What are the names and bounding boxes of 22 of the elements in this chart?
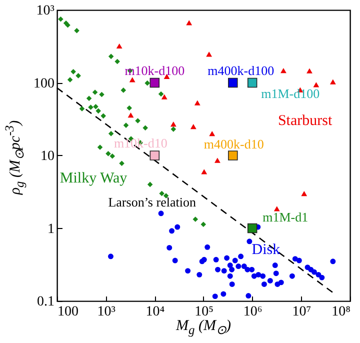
- series-label: m10k-d100: [124, 62, 185, 78]
- series-label: Milky Way: [60, 170, 128, 186]
- x-tick-label: 10⁷: [292, 304, 312, 320]
- series-label: m1M-d1: [262, 209, 308, 224]
- x-tick-label: 10⁸: [332, 304, 351, 320]
- x-axis-title: M$_{g}$ (M$_{⊙}$): [174, 318, 232, 338]
- series-label: Larson’s relation: [108, 194, 196, 210]
- series-label: Starburst: [278, 112, 333, 129]
- series-label: m1M-d100: [261, 86, 320, 101]
- series-label: m400k-d100: [208, 62, 274, 78]
- x-tick-label: 10⁶: [243, 304, 262, 320]
- x-tick-label: 10⁴: [146, 304, 165, 320]
- series-label: Disk: [252, 242, 281, 258]
- y-tick-label: 0.1: [37, 294, 54, 310]
- y-tick-label: 10: [40, 149, 54, 164]
- x-tick-label: 10³: [97, 304, 116, 320]
- x-tick-label: 10⁵: [194, 304, 214, 320]
- y-tick-label: 100: [34, 76, 54, 92]
- y-tick-label: 1: [48, 222, 54, 237]
- x-tick-label: 100: [58, 304, 78, 320]
- series-label: m400k-d10: [204, 136, 264, 152]
- y-tick-label: 10³: [36, 4, 54, 18]
